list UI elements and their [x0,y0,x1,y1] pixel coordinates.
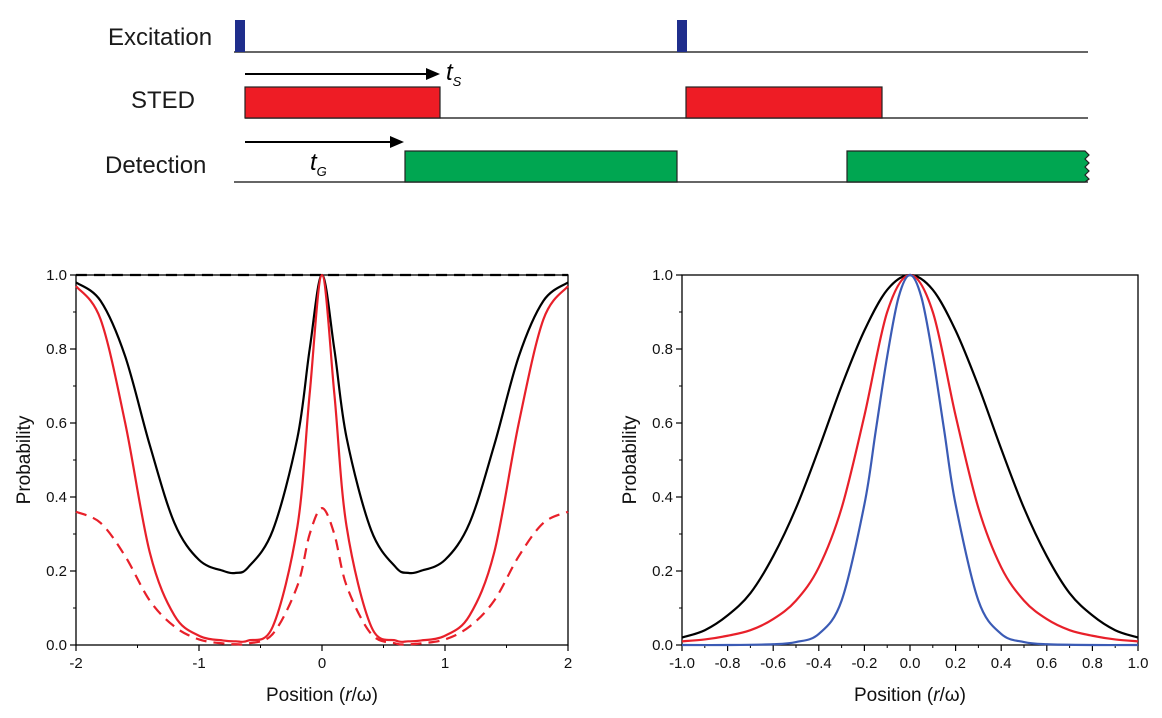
t-s-label: tS [446,59,462,89]
timing-svg: tS tG [234,20,1090,183]
t-g-arrowhead [390,136,404,148]
plot-frame [681,274,1139,646]
x-tick-label: -0.2 [851,655,877,672]
x-tick-label: 0 [318,655,326,672]
x-tick-label: 0.6 [1036,655,1057,672]
x-tick-label: 0.2 [945,655,966,672]
series-line-1 [75,273,569,575]
series-line-1 [681,273,1139,643]
y-tick-label: 1.0 [46,267,67,284]
series-line-2 [75,273,569,643]
timing-row-label-excitation: Excitation [108,24,213,51]
y-tick-label: 0.8 [652,341,673,358]
x-tick-label: -2 [69,655,82,672]
y-tick-label: 0.2 [652,563,673,580]
series-line-2 [681,273,1139,647]
x-tick-label: 0.4 [991,655,1012,672]
x-axis-label: Position (r/ω) [854,685,966,706]
sted-pulse-2 [685,86,883,119]
excitation-pulse-2 [677,20,687,52]
chart-right: -1.0 -0.8 -0.6 -0.4 -0.2 0.0 0.2 0.4 0.6 0.8 1.0 0.… [620,267,1149,706]
y-tick-label: 0.4 [652,489,673,506]
t-g-label: tG [310,149,327,179]
chart-left: -2 -1 0 1 2 0.0 0.2 0.4 0.6 0.8 1.0 Position (r/ω) P… [14,267,572,706]
x-axis-label: Position (r/ω) [266,685,378,706]
plot-frame [75,274,569,646]
x-tick-label: 1 [441,655,449,672]
y-tick-label: 0.6 [652,415,673,432]
y-tick-label: 0.0 [46,637,67,654]
x-tick-label: -1.0 [669,655,695,672]
x-tick-label: -0.8 [715,655,741,672]
y-tick-label: 0.4 [46,489,67,506]
y-tick-label: 0.2 [46,563,67,580]
x-tick-label: 0.8 [1082,655,1103,672]
x-tick-label: -1 [192,655,205,672]
timing-row-label-detection: Detection [105,152,207,179]
y-tick-label: 1.0 [652,267,673,284]
detection-window-2 [846,150,1090,183]
t-s-arrowhead [426,68,440,80]
series-line-3 [75,507,569,646]
y-tick-label: 0.0 [652,637,673,654]
y-tick-label: 0.6 [46,415,67,432]
detection-window-1 [404,150,678,183]
x-tick-label: 1.0 [1128,655,1149,672]
series-line-0 [681,273,1139,639]
excitation-pulse-1 [235,20,245,52]
x-tick-label: -0.6 [760,655,786,672]
timing-row-label-sted: STED [131,87,196,114]
y-tick-label: 0.8 [46,341,67,358]
x-tick-label: 0.0 [900,655,921,672]
y-axis-label: Probability [14,415,35,504]
y-axis-label: Probability [620,415,641,504]
x-tick-label: 2 [564,655,572,672]
sted-pulse-1 [244,86,441,119]
x-tick-label: -0.4 [806,655,832,672]
